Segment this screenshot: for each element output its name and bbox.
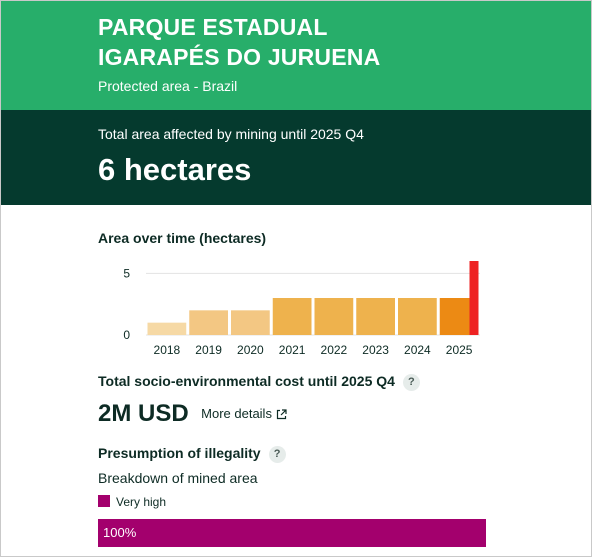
card-header: PARQUE ESTADUAL IGARAPÉS DO JURUENA Prot… (1, 1, 591, 110)
cost-title-row: Total socio-environmental cost until 202… (98, 372, 420, 391)
bar-2019 (189, 310, 228, 335)
bar-2025-latest (469, 261, 479, 335)
summary-label: Total area affected by mining until 2025… (98, 126, 364, 142)
x-tick-label: 2021 (279, 343, 306, 357)
x-tick-label: 2023 (362, 343, 389, 357)
summary-band: Total area affected by mining until 2025… (1, 110, 591, 205)
illegality-title: Presumption of illegality (98, 445, 261, 461)
cost-title: Total socio-environmental cost until 202… (98, 373, 395, 389)
y-tick-label: 0 (123, 328, 130, 342)
illegality-legend: Very high (98, 493, 166, 509)
bar-2025 (439, 298, 470, 335)
more-details-link[interactable]: More details (201, 399, 287, 429)
external-link-icon (276, 409, 287, 420)
illegality-help-icon[interactable]: ? (268, 446, 286, 463)
bar-2023 (356, 298, 395, 335)
summary-value: 6 hectares (98, 152, 252, 187)
cost-row: 2M USD More details (98, 399, 287, 429)
illegality-bar-fill (98, 519, 486, 547)
x-tick-label: 2024 (404, 343, 431, 357)
bar-2018 (147, 322, 187, 335)
illegality-title-row: Presumption of illegality? (98, 444, 286, 463)
page-title: PARQUE ESTADUAL IGARAPÉS DO JURUENA (98, 12, 558, 72)
legend-swatch-very-high (98, 495, 110, 507)
x-tick-label: 2019 (195, 343, 222, 357)
x-tick-label: 2020 (237, 343, 264, 357)
area-over-time-chart: 0 5 2018 2019 2020 2021 2022 2023 2024 2025 (123, 261, 480, 357)
title-line-1: PARQUE ESTADUAL (98, 14, 328, 40)
breakdown-label: Breakdown of mined area (98, 470, 258, 486)
illegality-bar: 100% (98, 519, 486, 547)
area-type-subtitle: Protected area - Brazil (98, 78, 238, 94)
bar-2022 (314, 298, 354, 335)
bar-2020 (231, 310, 270, 335)
y-tick-label: 5 (123, 266, 130, 280)
legend-label-very-high: Very high (116, 495, 167, 509)
x-tick-label: 2022 (321, 343, 348, 357)
x-tick-label: 2018 (154, 343, 181, 357)
bar-2021 (272, 298, 312, 335)
more-details-label: More details (201, 406, 272, 421)
cost-value: 2M USD (98, 400, 189, 427)
chart-title: Area over time (hectares) (98, 230, 267, 246)
cost-help-icon[interactable]: ? (402, 374, 420, 391)
title-line-2: IGARAPÉS DO JURUENA (98, 44, 381, 70)
x-tick-label: 2025 (446, 343, 473, 357)
illegality-bar-label: 100% (103, 525, 137, 540)
bar-2024 (398, 298, 437, 335)
